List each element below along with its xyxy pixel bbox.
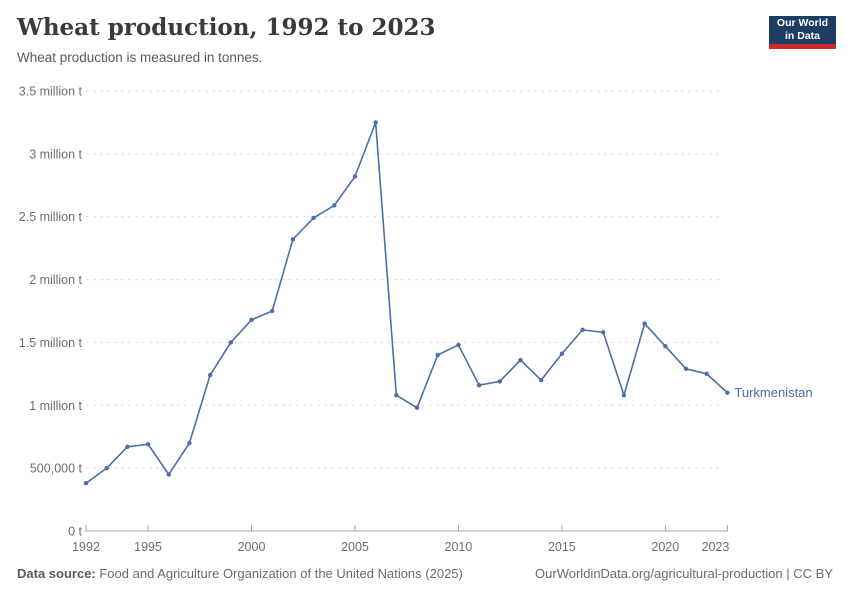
- data-point[interactable]: [725, 390, 730, 395]
- x-tick-label: 1992: [72, 540, 100, 554]
- footer-links: OurWorldinData.org/agricultural-producti…: [535, 566, 833, 581]
- data-point[interactable]: [663, 344, 668, 349]
- data-point[interactable]: [601, 330, 606, 335]
- owid-logo-line2: in Data: [784, 30, 820, 42]
- data-point[interactable]: [228, 340, 234, 345]
- data-point[interactable]: [538, 377, 544, 383]
- y-tick-label: 0 t: [68, 525, 82, 539]
- data-point[interactable]: [414, 405, 420, 410]
- owid-url-link[interactable]: OurWorldinData.org/agricultural-producti…: [535, 566, 783, 581]
- data-point[interactable]: [207, 372, 213, 378]
- footer-separator: |: [782, 566, 794, 581]
- y-axis: 0 t 500,000 t 1 million t 1.5 million t 2 mi…: [19, 85, 723, 539]
- data-point[interactable]: [518, 357, 523, 363]
- data-point[interactable]: [83, 481, 89, 486]
- y-tick-label: 1.5 million t: [19, 336, 83, 350]
- data-point[interactable]: [125, 444, 130, 449]
- data-point[interactable]: [166, 472, 171, 477]
- data-point[interactable]: [683, 366, 689, 372]
- chart-title: Wheat production, 1992 to 2023: [17, 14, 436, 41]
- x-tick-label: 2023: [702, 540, 730, 554]
- data-point[interactable]: [456, 342, 461, 348]
- data-point[interactable]: [352, 174, 358, 179]
- data-point[interactable]: [559, 351, 565, 356]
- y-tick-label: 3.5 million t: [19, 85, 83, 99]
- data-point[interactable]: [104, 465, 109, 471]
- chart-subtitle: Wheat production is measured in tonnes.: [17, 50, 263, 65]
- owid-logo[interactable]: Our World in Data: [769, 16, 836, 49]
- data-source-text: Food and Agriculture Organization of the…: [95, 566, 463, 581]
- y-tick-label: 500,000 t: [30, 462, 83, 476]
- data-point[interactable]: [187, 440, 192, 446]
- data-point[interactable]: [145, 442, 151, 447]
- data-point[interactable]: [642, 321, 647, 326]
- data-point[interactable]: [373, 120, 378, 125]
- data-point[interactable]: [290, 237, 296, 242]
- data-point[interactable]: [435, 352, 440, 358]
- data-point[interactable]: [497, 379, 502, 384]
- data-source-note: Data source: Food and Agriculture Organi…: [17, 566, 463, 581]
- license-label[interactable]: CC BY: [793, 566, 833, 581]
- x-tick-label: 2000: [238, 540, 266, 554]
- x-axis: 1992 1995 2000 2005 2010 2015 2020 2023: [72, 525, 729, 554]
- y-tick-label: 3 million t: [29, 147, 82, 161]
- y-tick-label: 1 million t: [29, 399, 82, 413]
- data-point[interactable]: [621, 393, 627, 398]
- data-point[interactable]: [394, 393, 399, 398]
- data-point[interactable]: [704, 371, 709, 377]
- x-tick-label: 2020: [651, 540, 679, 554]
- x-tick-label: 2015: [548, 540, 576, 554]
- series-turkmenistan[interactable]: Turkmenistan: [83, 120, 813, 486]
- data-point[interactable]: [580, 327, 585, 333]
- data-point[interactable]: [249, 317, 254, 322]
- y-tick-label: 2.5 million t: [19, 210, 83, 224]
- y-tick-label: 2 million t: [29, 273, 82, 287]
- x-tick-label: 2005: [341, 540, 369, 554]
- x-tick-label: 1995: [134, 540, 162, 554]
- owid-logo-line1: Our World: [776, 16, 829, 29]
- data-point[interactable]: [311, 215, 316, 221]
- chart-footer: Data source: Food and Agriculture Organi…: [17, 566, 833, 581]
- data-point[interactable]: [270, 308, 275, 314]
- data-point[interactable]: [476, 382, 482, 388]
- x-tick-label: 2010: [445, 540, 473, 554]
- data-point[interactable]: [332, 203, 337, 208]
- data-source-label: Data source:: [17, 566, 96, 581]
- series-label[interactable]: Turkmenistan: [734, 385, 812, 400]
- series-line[interactable]: [85, 121, 729, 485]
